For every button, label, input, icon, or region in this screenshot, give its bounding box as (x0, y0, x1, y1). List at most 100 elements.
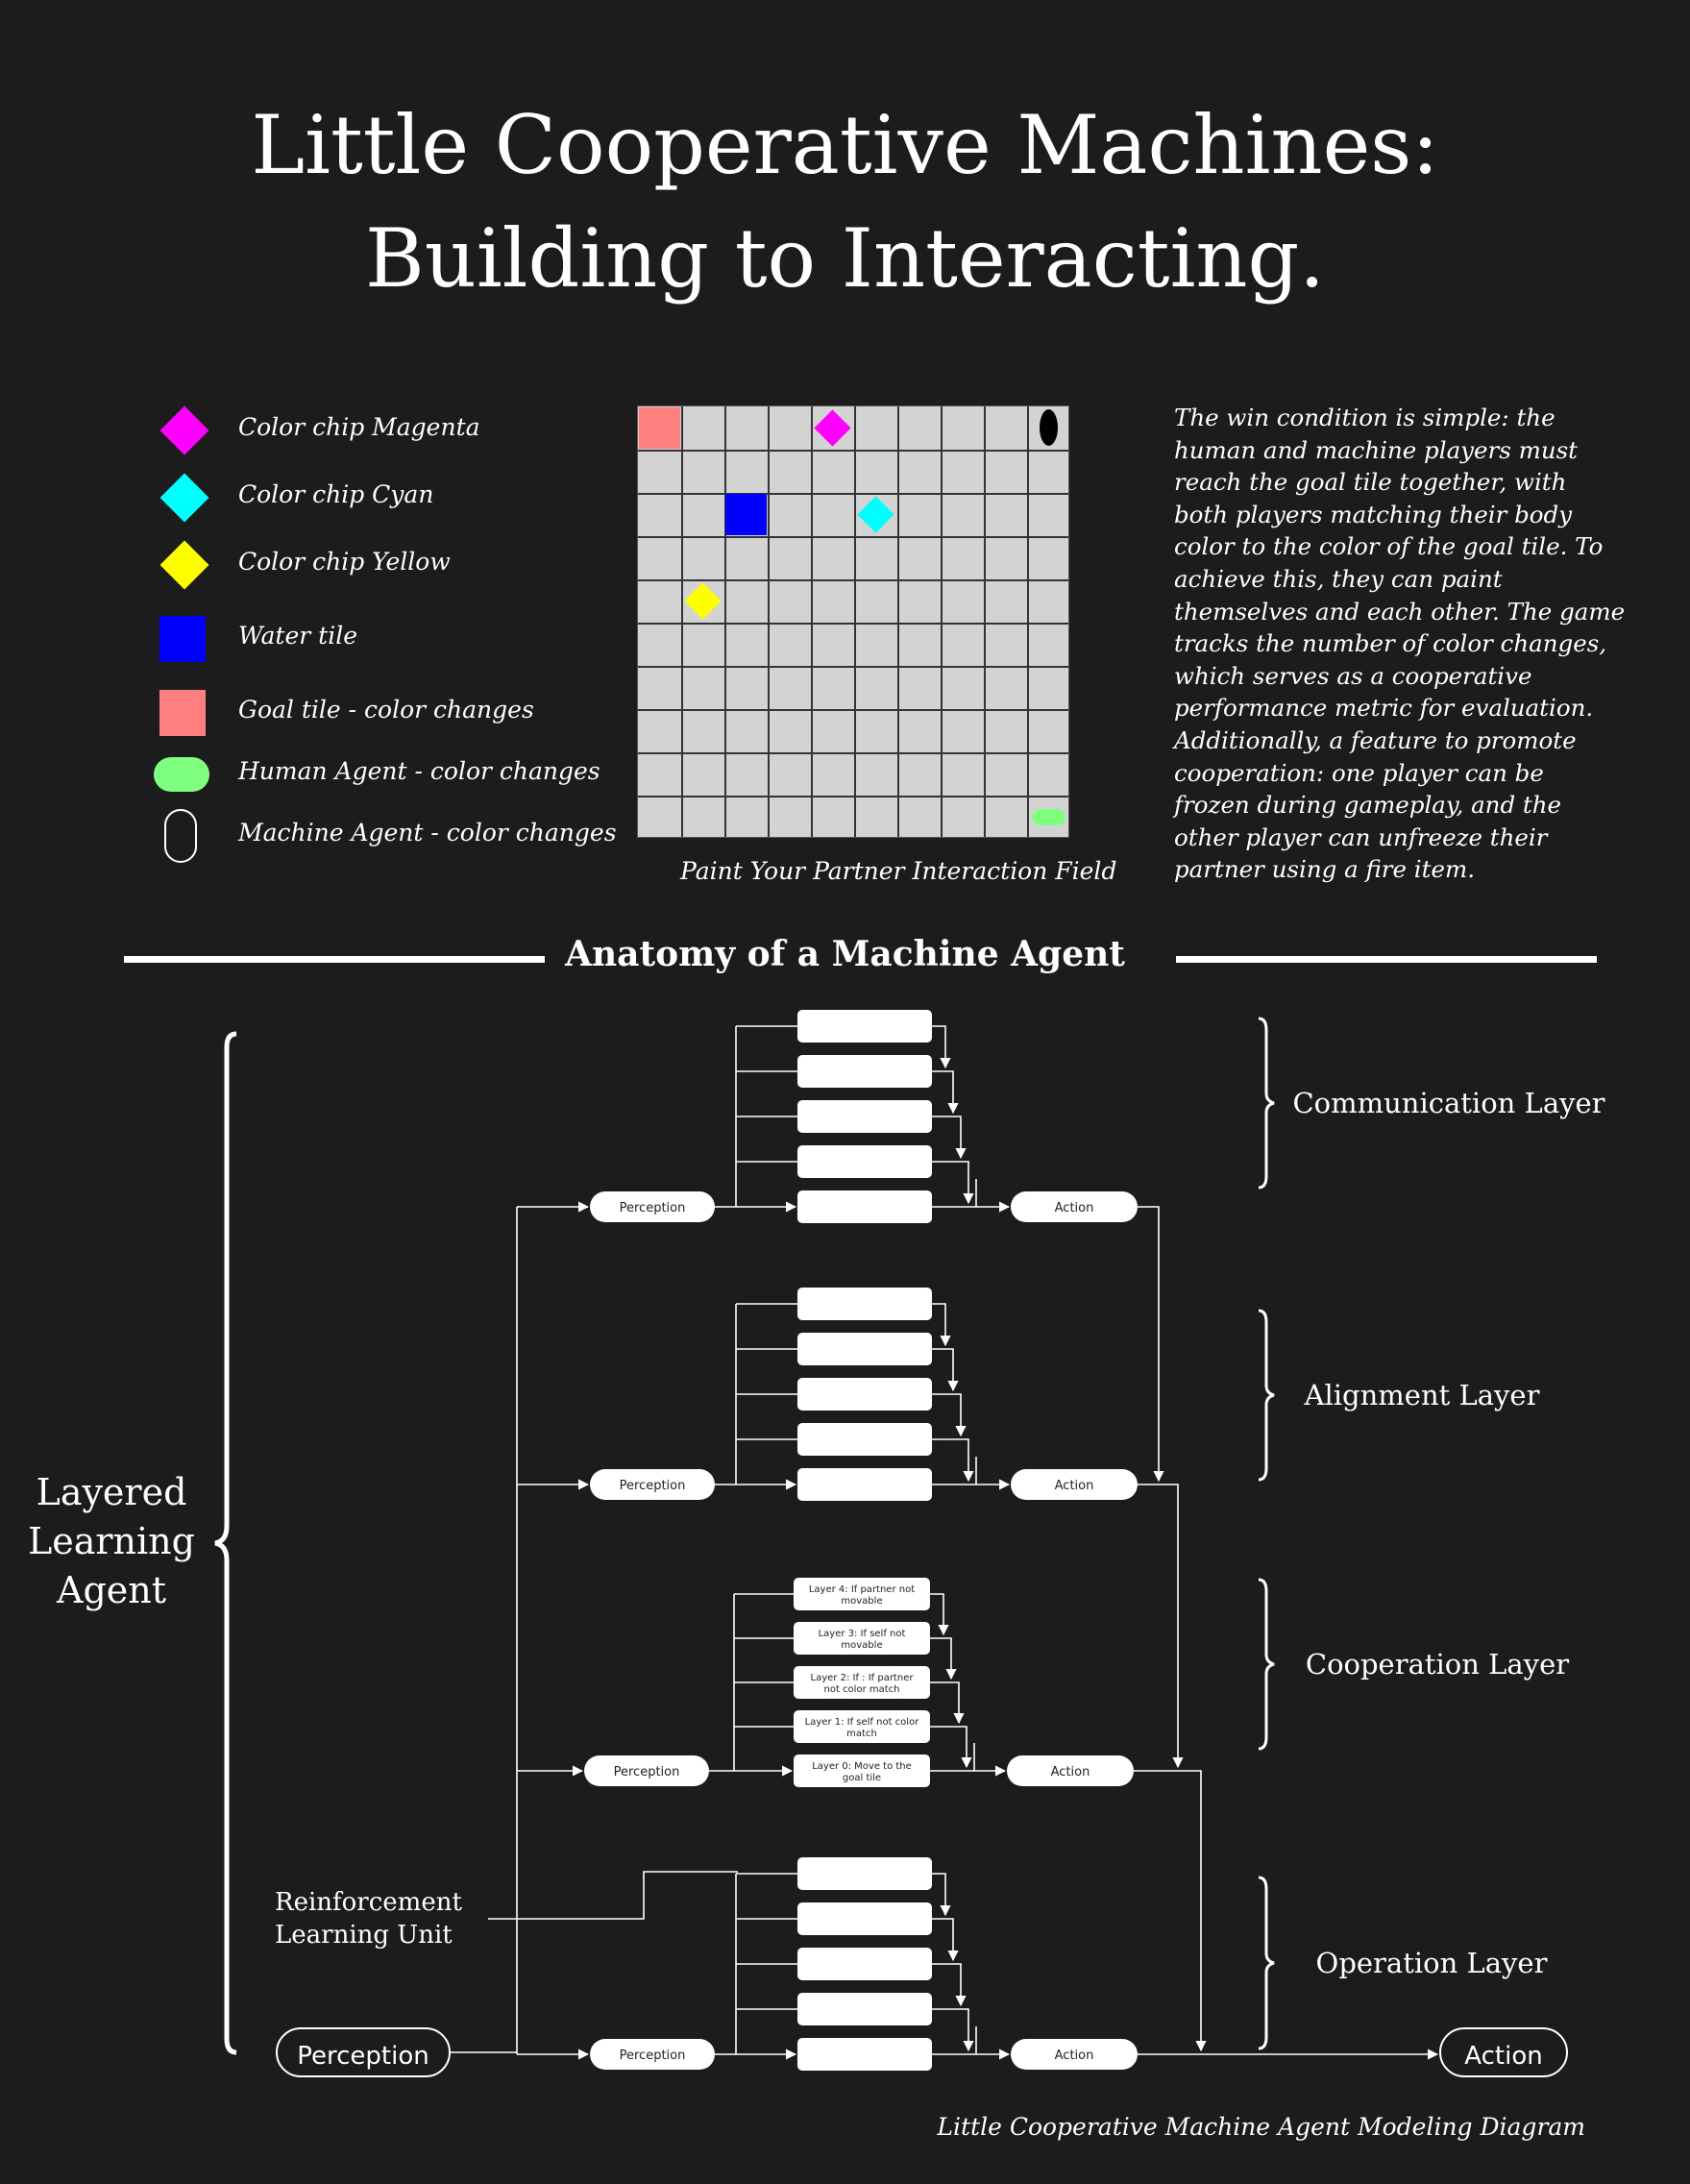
grid-line (1027, 406, 1029, 837)
layer-name: Cooperation Layer (1306, 1648, 1569, 1681)
main-action-node (1439, 2027, 1568, 2077)
water-tile-icon (159, 616, 206, 662)
legend-label: Water tile (238, 622, 357, 650)
layer-name: Alignment Layer (1304, 1379, 1540, 1411)
layer-box (794, 1578, 930, 1610)
layer-brace (1258, 1876, 1275, 2050)
legend-item-human: Human Agent - color changes (154, 746, 615, 803)
legend-label: Machine Agent - color changes (238, 819, 617, 847)
layer-perception-node (590, 2039, 715, 2070)
layer-box (794, 1622, 930, 1655)
layer-perception-node (590, 1191, 715, 1222)
layer-box (797, 1100, 932, 1133)
grid-line (897, 406, 899, 837)
grid-line (984, 406, 986, 837)
legend-label: Color chip Magenta (238, 413, 480, 441)
layer-perception-label: Perception (614, 1765, 680, 1779)
layer-action-node (1011, 1469, 1138, 1500)
divider-left (124, 956, 545, 963)
layer-box (797, 1145, 932, 1178)
field-caption: Paint Your Partner Interaction Field (680, 857, 1117, 885)
win-condition-description: The win condition is simple: the human a… (1174, 404, 1626, 884)
legend-label: Human Agent - color changes (238, 757, 600, 785)
layer-box (797, 1902, 932, 1935)
rl-unit-line-2: Learning Unit (275, 1921, 453, 1950)
layer-box-text: movable (841, 1596, 882, 1607)
layer-action-label: Action (1055, 2049, 1094, 2063)
grid-line (638, 796, 1068, 798)
layer-box (794, 1710, 930, 1743)
layer-perception-node (584, 1755, 709, 1786)
diagram-caption: Little Cooperative Machine Agent Modelin… (936, 2113, 1585, 2141)
layer-box-text: Layer 1: If self not color (805, 1717, 920, 1728)
layer-perception-label: Perception (620, 1479, 686, 1493)
grid-line (941, 406, 943, 837)
layer-box (797, 1948, 932, 1980)
layer-box (797, 1288, 932, 1320)
interaction-field-grid (637, 405, 1069, 838)
legend-label: Color chip Cyan (238, 480, 434, 508)
page-title: Little Cooperative Machines: Building to… (0, 88, 1690, 315)
layer-brace (1258, 1578, 1275, 1751)
machine-agent-icon (164, 809, 197, 863)
goal-tile (638, 406, 681, 450)
layer-box (797, 1423, 932, 1456)
layer-box-text: Layer 0: Move to the (812, 1761, 912, 1772)
layer-action-label: Action (1051, 1765, 1090, 1779)
grid-line (724, 406, 726, 837)
layer-brace (1258, 1309, 1275, 1482)
grid-line (681, 406, 683, 837)
title-line-2: Building to Interacting. (364, 211, 1326, 306)
legend-item-machine: Machine Agent - color changes (154, 807, 617, 865)
grid-line (854, 406, 856, 837)
layer-perception-label: Perception (620, 2049, 686, 2063)
layer-box (797, 1857, 932, 1890)
layer-box (797, 1190, 932, 1223)
layer-action-node (1011, 2039, 1138, 2070)
layer-box (794, 1666, 930, 1699)
main-action-label: Action (1464, 2042, 1542, 2071)
grid-line (638, 493, 1068, 495)
layer-perception-label: Perception (620, 1201, 686, 1215)
grid-line (768, 406, 770, 837)
layer-box (797, 1378, 932, 1411)
agent-label-line-3: Agent (56, 1569, 166, 1611)
human-agent-icon (154, 757, 209, 792)
layer-box-text: not color match (824, 1684, 900, 1695)
layer-box (797, 2038, 932, 2071)
grid-line (638, 450, 1068, 452)
legend-label: Color chip Yellow (238, 548, 451, 576)
layer-box (797, 1010, 932, 1043)
goal-tile-icon (159, 690, 206, 736)
agent-label-line-2: Learning (28, 1520, 195, 1562)
layer-box (797, 1993, 932, 2025)
layer-box (797, 1468, 932, 1501)
grid-line (638, 579, 1068, 581)
legend-item-goal: Goal tile - color changes (154, 684, 615, 742)
layer-action-node (1011, 1191, 1138, 1222)
divider-right (1176, 956, 1597, 963)
layer-box (794, 1755, 930, 1787)
legend-item-water: Water tile (154, 610, 615, 668)
grid-line (638, 752, 1068, 754)
grid-line (638, 623, 1068, 625)
agent-label-line-1: Layered (37, 1471, 187, 1513)
water-tile (724, 493, 768, 536)
layer-brace (1258, 1017, 1275, 1190)
layer-name: Operation Layer (1316, 1947, 1548, 1979)
legend-item-yellow: Color chip Yellow (154, 536, 615, 594)
layer-perception-node (590, 1469, 715, 1500)
layer-box-text: match (846, 1729, 877, 1739)
grid-line (811, 406, 813, 837)
human-agent (1027, 796, 1070, 839)
layer-box (797, 1333, 932, 1365)
machine-agent (1027, 406, 1070, 450)
legend-label: Goal tile - color changes (238, 696, 534, 724)
main-perception-label: Perception (297, 2042, 429, 2071)
layer-box (797, 1055, 932, 1088)
agent-brace (214, 1031, 237, 2055)
anatomy-title: Anatomy of a Machine Agent (565, 934, 1125, 974)
rl-unit-line-1: Reinforcement (275, 1888, 462, 1917)
title-line-1: Little Cooperative Machines: (251, 98, 1439, 192)
